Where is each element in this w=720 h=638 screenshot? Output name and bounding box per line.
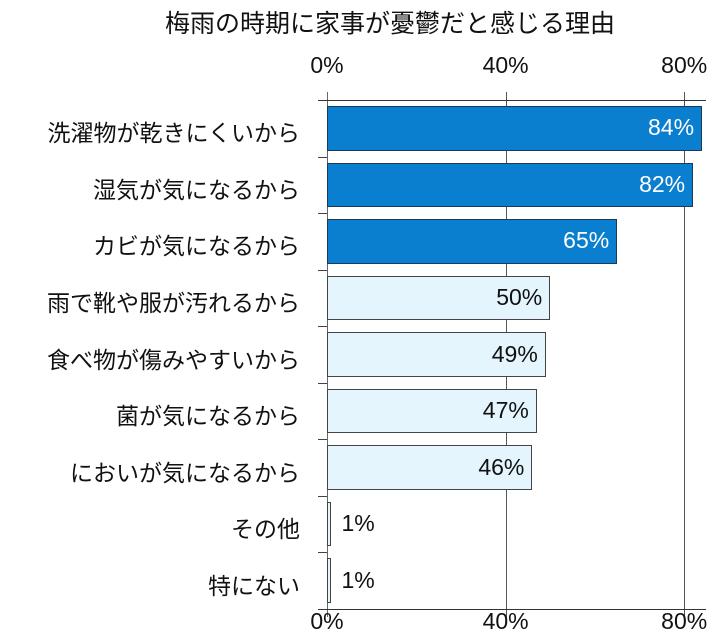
bar [327, 219, 618, 264]
top-tick-label-40: 40% [482, 52, 529, 78]
bar [327, 106, 703, 151]
gridline-80 [684, 92, 686, 617]
top-axis-line [318, 100, 706, 101]
y-tick [318, 382, 327, 384]
bar-value-label: 82% [639, 170, 686, 197]
category-label: カビが気になるから [93, 234, 300, 261]
y-tick [318, 439, 327, 441]
bar-value-label: 1% [341, 510, 375, 537]
category-label: 湿気が気になるから [93, 177, 300, 204]
bar-value-label: 46% [478, 453, 525, 480]
category-label: 食べ物が傷みやすいから [47, 347, 300, 374]
y-tick [318, 269, 327, 271]
bar-value-label: 84% [648, 114, 695, 141]
category-label: その他 [231, 517, 300, 544]
bar [327, 501, 332, 547]
top-tick-label-80: 80% [661, 52, 708, 78]
bottom-tick-label-0: 0% [310, 608, 344, 634]
y-tick [318, 495, 327, 497]
bar-value-label: 49% [491, 340, 538, 367]
bottom-axis-line [318, 609, 706, 610]
y-tick [318, 156, 327, 158]
category-label: 洗濯物が乾きにくいから [47, 121, 300, 148]
bottom-tick-label-40: 40% [482, 608, 529, 634]
category-label: においが気になるから [70, 460, 300, 487]
bar [327, 388, 537, 434]
bar-value-label: 47% [482, 397, 529, 424]
bottom-tick-label-80: 80% [661, 608, 708, 634]
top-tick-label-0: 0% [310, 52, 344, 78]
y-tick [318, 552, 327, 554]
category-label: 菌が気になるから [116, 404, 300, 431]
bar-value-label: 65% [563, 227, 610, 254]
bar [327, 445, 533, 490]
category-label: 雨で靴や服が汚れるから [47, 290, 300, 317]
category-label: 特にない [208, 573, 300, 600]
bar [327, 275, 551, 321]
y-tick [318, 326, 327, 328]
y-tick [318, 213, 327, 215]
bar [327, 332, 546, 377]
chart-title: 梅雨の時期に家事が憂鬱だと感じる理由 [164, 9, 615, 38]
bar-value-label: 1% [341, 566, 375, 593]
bar [327, 558, 332, 603]
bar [327, 162, 694, 208]
bar-value-label: 50% [496, 283, 543, 310]
